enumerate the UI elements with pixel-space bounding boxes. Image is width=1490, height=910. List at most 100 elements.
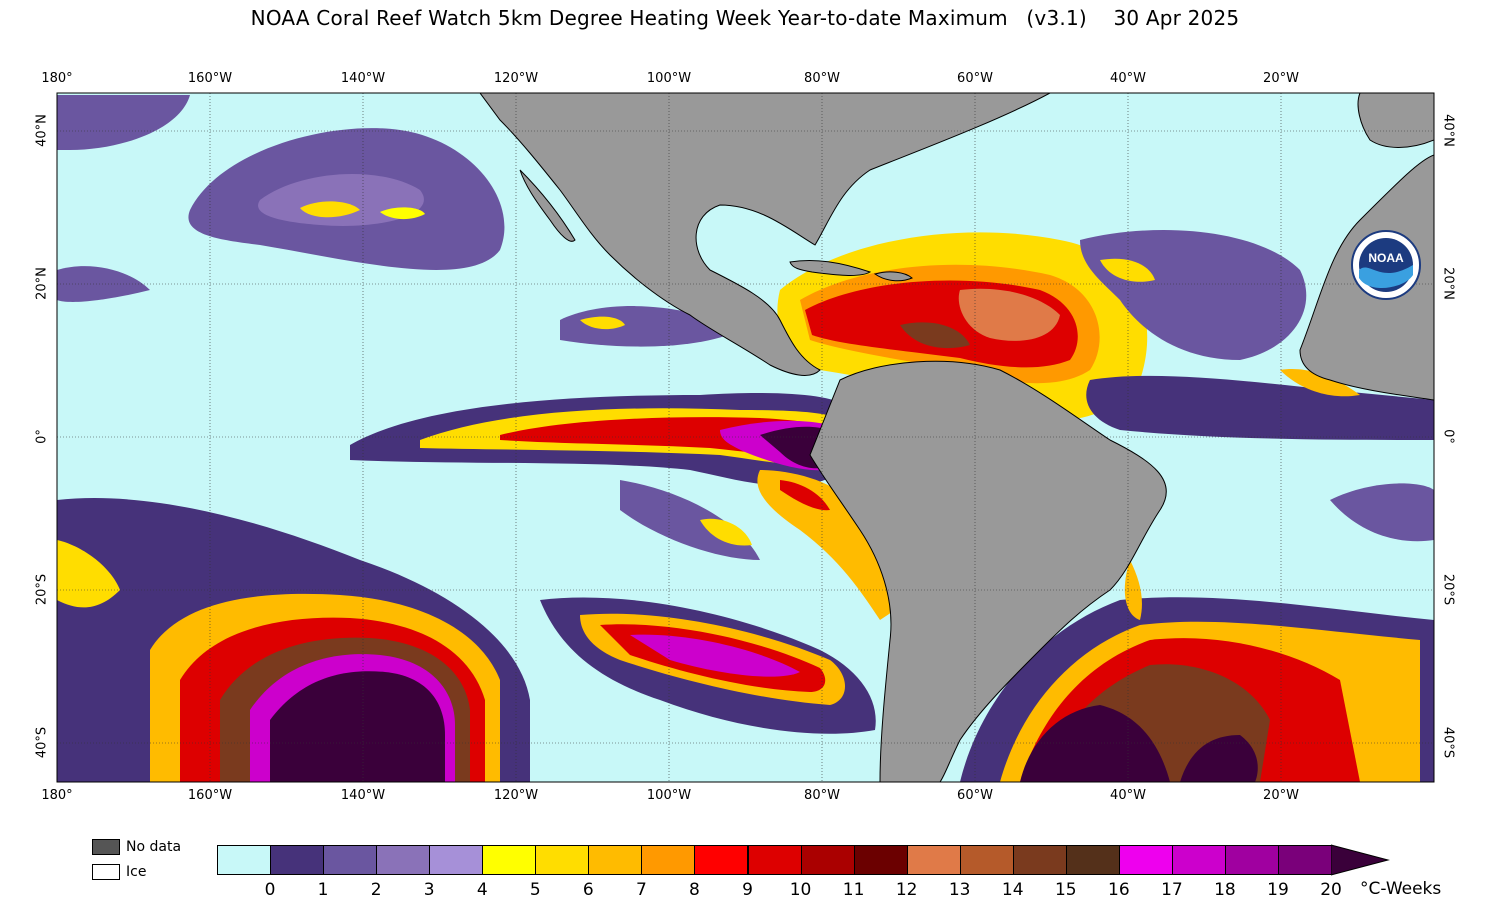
- heat-patch: [270, 671, 445, 782]
- heat-patch: [900, 322, 970, 349]
- lat-label: 20°N: [1440, 267, 1456, 300]
- colorbar-tick-label: 15: [1054, 880, 1077, 900]
- heat-patch: [958, 288, 1060, 341]
- ice-swatch: [92, 864, 120, 880]
- colorbar-tick-label: 16: [1108, 880, 1130, 900]
- lon-label: 100°W: [646, 788, 692, 803]
- colorbar-tick-label: 14: [1001, 880, 1024, 900]
- colorbar-tick-label: 1: [317, 880, 329, 900]
- heat-patch: [57, 540, 120, 608]
- colorbar-tick-label: 10: [789, 880, 812, 900]
- noaa-logo: NOAA: [1351, 230, 1421, 300]
- colorbar-tick-label: 3: [423, 880, 435, 900]
- colorbar-cell: [1065, 845, 1120, 875]
- lon-label: 20°W: [1263, 71, 1299, 86]
- heat-patch: [1280, 369, 1360, 397]
- map-frame: [56, 92, 1435, 783]
- colorbar-tick-label: 0: [264, 880, 276, 900]
- lat-label: 0°: [1440, 429, 1456, 444]
- lon-label: 80°W: [804, 788, 840, 803]
- colorbar-tick-label: 5: [529, 880, 541, 900]
- lon-label: 40°W: [1110, 788, 1146, 803]
- heat-patch: [57, 95, 190, 150]
- map-title: NOAA Coral Reef Watch 5km Degree Heating…: [0, 6, 1490, 30]
- land-north-america: [479, 93, 1051, 376]
- colorbar-cell: [1224, 845, 1279, 875]
- lon-label: 20°W: [1263, 788, 1299, 803]
- colorbar-cell: [482, 845, 537, 875]
- land-iberia: [1357, 93, 1434, 148]
- colorbar-tick-label: 17: [1161, 880, 1183, 900]
- land-baja-california: [519, 169, 576, 242]
- lon-label: 140°W: [340, 71, 386, 86]
- noaa-logo-text: NOAA: [1368, 251, 1404, 265]
- colorbar-cell: [376, 845, 431, 875]
- colorbar-cell: [270, 845, 325, 875]
- colorbar-tick-label: 18: [1214, 880, 1236, 900]
- colorbar-cell: [1278, 845, 1333, 875]
- lon-label: 120°W: [493, 71, 539, 86]
- lon-label: 160°W: [187, 788, 233, 803]
- lon-label: 100°W: [646, 71, 692, 86]
- lat-label: 0°: [34, 429, 50, 444]
- heat-patch: [630, 634, 800, 677]
- colorbar-tick-label: 9: [742, 880, 753, 900]
- colorbar-tick-label: 8: [689, 880, 700, 900]
- heat-patch: [580, 316, 625, 330]
- heat-patch: [1100, 258, 1155, 282]
- colorbar-tick-label: 13: [948, 880, 971, 900]
- ice-label: Ice: [126, 864, 147, 880]
- colorbar-cell: [800, 845, 855, 875]
- lat-label: 20°S: [34, 573, 50, 606]
- colorbar-tick-label: 11: [842, 880, 865, 900]
- heat-patch: [780, 480, 830, 511]
- colorbar-tick-label: 2: [370, 880, 382, 900]
- lon-label: 60°W: [957, 71, 993, 86]
- colorbar-tick-label: 6: [582, 880, 594, 900]
- colorbar-cell: [1171, 845, 1226, 875]
- lat-label: 40°N: [34, 114, 50, 147]
- colorbar-cell: [217, 845, 272, 875]
- lon-label: 40°W: [1110, 71, 1146, 86]
- title-main: NOAA Coral Reef Watch 5km Degree Heating…: [250, 6, 1008, 30]
- colorbar-cell: [323, 845, 378, 875]
- colorbar-cell: [959, 845, 1014, 875]
- lat-label: 20°N: [34, 267, 50, 300]
- lat-label: 40°N: [1440, 114, 1456, 147]
- colorbar-cell: [1012, 845, 1067, 875]
- heat-patch: [300, 201, 360, 218]
- lon-label: 140°W: [340, 788, 386, 803]
- colorbar-tick-label: 4: [476, 880, 488, 900]
- colorbar-cell: [853, 845, 908, 875]
- colorbar-tick-label: 7: [635, 880, 647, 900]
- heat-patch: [757, 470, 895, 620]
- lon-label: 180°: [41, 788, 73, 803]
- graticule: [57, 93, 1434, 782]
- heat-patch: [1020, 705, 1170, 782]
- colorbar-cell: [588, 845, 643, 875]
- title-version: (v3.1): [1026, 6, 1087, 30]
- heat-patch: [1124, 560, 1142, 620]
- lat-label: 40°S: [1440, 726, 1456, 759]
- colorbar-tick-label: 19: [1267, 880, 1289, 900]
- lon-label: 60°W: [957, 788, 993, 803]
- nodata-swatch: [92, 839, 120, 855]
- land-south-america: [809, 360, 1167, 782]
- colorbar-arrow: [1331, 844, 1391, 876]
- colorbar-cell: [1118, 845, 1173, 875]
- colorbar-cell: [429, 845, 484, 875]
- colorbar-cell: [535, 845, 590, 875]
- lon-label: 120°W: [493, 788, 539, 803]
- colorbar-cell: [747, 845, 802, 875]
- lat-label: 40°S: [34, 726, 50, 759]
- colorbar-units: °C-Weeks: [1360, 879, 1442, 899]
- heat-patch: [1330, 483, 1434, 542]
- heat-patch: [700, 518, 752, 546]
- nodata-label: No data: [126, 839, 182, 855]
- colorbar-tick-label: 12: [895, 880, 918, 900]
- colorbar-cell: [906, 845, 961, 875]
- colorbar-tick-label: 20: [1320, 880, 1342, 900]
- lon-label: 160°W: [187, 71, 233, 86]
- title-date: 30 Apr 2025: [1113, 6, 1240, 30]
